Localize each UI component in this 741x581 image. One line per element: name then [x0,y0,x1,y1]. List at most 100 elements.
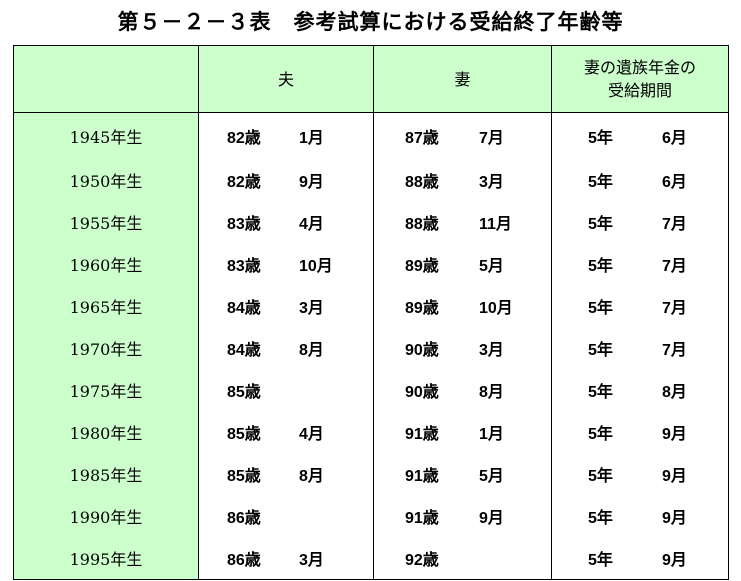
birth-year-cell: 1990年生 [13,495,199,537]
husband-end-age-cell: 85歳 8月 [198,453,374,495]
husband-end-age-cell: 86歳 3月 [198,537,374,580]
survivor-years: 5年 [588,426,613,443]
husband-end-age-cell: 83歳 4月 [198,201,374,243]
wife-end-age-cell: 91歳 5月 [373,453,552,495]
header-survivor-line2: 受給期間 [607,81,672,100]
table-row: 1945年生 82歳 1月 87歳 7月 5年 6月 [13,112,729,159]
header-blank [13,45,199,113]
table-row: 1955年生 83歳 4月 88歳 11月 5年 7月 [13,201,729,243]
survivor-months: 7月 [662,258,687,275]
survivor-years: 5年 [588,300,613,317]
husband-months: 3月 [299,300,324,317]
wife-age: 91歳 [405,468,439,485]
survivor-months: 8月 [662,384,687,401]
survivor-period-cell: 5年 7月 [551,285,729,327]
husband-age: 83歳 [227,258,261,275]
birth-year-cell: 1995年生 [13,537,199,580]
husband-age: 84歳 [227,342,261,359]
survivor-years: 5年 [588,130,613,147]
header-wife: 妻 [373,45,552,113]
wife-end-age-cell: 90歳 3月 [373,327,552,369]
survivor-months: 6月 [662,130,687,147]
birth-year-cell: 1970年生 [13,327,199,369]
wife-end-age-cell: 87歳 7月 [373,112,552,159]
survivor-years: 5年 [588,216,613,233]
wife-age: 88歳 [405,174,439,191]
wife-months: 5月 [479,258,504,275]
survivor-years: 5年 [588,468,613,485]
survivor-period-cell: 5年 9月 [551,453,729,495]
survivor-period-cell: 5年 6月 [551,112,729,159]
survivor-months: 6月 [662,174,687,191]
husband-end-age-cell: 84歳 3月 [198,285,374,327]
survivor-years: 5年 [588,384,613,401]
husband-age: 85歳 [227,426,261,443]
husband-age: 83歳 [227,216,261,233]
birth-year-cell: 1960年生 [13,243,199,285]
survivor-period-cell: 5年 7月 [551,201,729,243]
table-row: 1985年生 85歳 8月 91歳 5月 5年 9月 [13,453,729,495]
table-row: 1970年生 84歳 8月 90歳 3月 5年 7月 [13,327,729,369]
header-survivor-line1: 妻の遺族年金の [583,58,696,77]
survivor-months: 7月 [662,300,687,317]
birth-year-cell: 1955年生 [13,201,199,243]
table-row: 1995年生 86歳 3月 92歳 5年 9月 [13,537,729,580]
wife-age: 89歳 [405,300,439,317]
table-row: 1950年生 82歳 9月 88歳 3月 5年 6月 [13,159,729,201]
birth-year-cell: 1950年生 [13,159,199,201]
survivor-period-cell: 5年 8月 [551,369,729,411]
birth-year-cell: 1980年生 [13,411,199,453]
wife-end-age-cell: 91歳 9月 [373,495,552,537]
survivor-years: 5年 [588,551,613,569]
survivor-period-cell: 5年 7月 [551,243,729,285]
wife-end-age-cell: 92歳 [373,537,552,580]
birth-year-cell: 1975年生 [13,369,199,411]
wife-age: 91歳 [405,510,439,527]
wife-months: 9月 [479,510,504,527]
table-row: 1975年生 85歳 90歳 8月 5年 8月 [13,369,729,411]
birth-year-cell: 1985年生 [13,453,199,495]
wife-months: 8月 [479,384,504,401]
table-title: 第５－２－３表 参考試算における受給終了年齢等 [117,10,624,34]
survivor-years: 5年 [588,258,613,275]
wife-age: 91歳 [405,426,439,443]
survivor-period-cell: 5年 9月 [551,537,729,580]
wife-age: 88歳 [405,216,439,233]
birth-year-cell: 1965年生 [13,285,199,327]
husband-end-age-cell: 83歳 10月 [198,243,374,285]
husband-months: 9月 [299,174,324,191]
husband-months: 8月 [299,468,324,485]
wife-end-age-cell: 91歳 1月 [373,411,552,453]
survivor-months: 7月 [662,216,687,233]
husband-end-age-cell: 84歳 8月 [198,327,374,369]
survivor-years: 5年 [588,174,613,191]
husband-age: 82歳 [227,174,261,191]
wife-months: 5月 [479,468,504,485]
husband-age: 84歳 [227,300,261,317]
wife-months: 3月 [479,174,504,191]
wife-end-age-cell: 89歳 10月 [373,285,552,327]
survivor-period-cell: 5年 9月 [551,411,729,453]
survivor-months: 9月 [662,426,687,443]
header-row: 夫 妻 妻の遺族年金の 受給期間 [13,45,729,113]
wife-months: 7月 [479,130,504,147]
husband-age: 82歳 [227,130,261,147]
wife-months: 11月 [479,216,512,233]
table-row: 1960年生 83歳 10月 89歳 5月 5年 7月 [13,243,729,285]
table-row: 1965年生 84歳 3月 89歳 10月 5年 7月 [13,285,729,327]
husband-age: 85歳 [227,468,261,485]
survivor-years: 5年 [588,342,613,359]
husband-end-age-cell: 85歳 4月 [198,411,374,453]
husband-age: 86歳 [227,551,261,569]
wife-age: 90歳 [405,342,439,359]
wife-age: 87歳 [405,130,439,147]
survivor-years: 5年 [588,510,613,527]
table-row: 1980年生 85歳 4月 91歳 1月 5年 9月 [13,411,729,453]
survivor-months: 9月 [662,551,687,569]
survivor-months: 9月 [662,510,687,527]
husband-months: 4月 [299,216,324,233]
husband-end-age-cell: 82歳 9月 [198,159,374,201]
wife-end-age-cell: 88歳 11月 [373,201,552,243]
husband-months: 4月 [299,426,324,443]
survivor-period-cell: 5年 6月 [551,159,729,201]
